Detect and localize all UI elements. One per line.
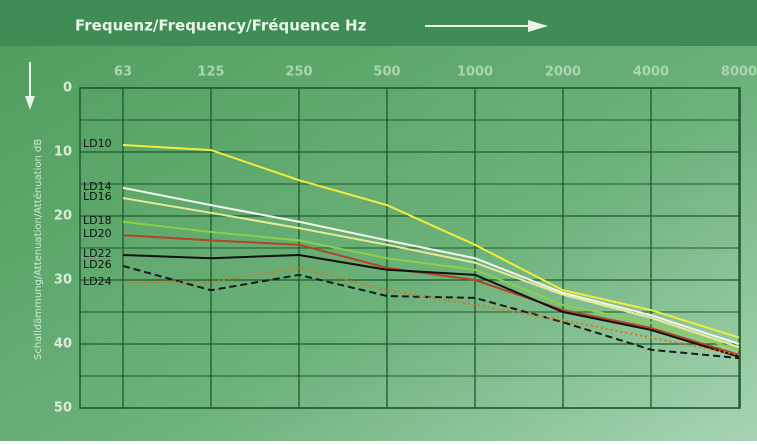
x-tick-label: 1000 [457,65,493,80]
series-label: LD16 [83,190,112,203]
x-tick-label: 125 [197,65,224,80]
x-tick-label: 4000 [633,65,669,80]
series-label: LD14 [83,180,112,193]
y-arrow [25,62,35,110]
y-tick-label: 50 [54,401,72,416]
series-label: LD22 [83,247,112,260]
x-tick-label: 63 [114,65,132,80]
y-tick-label: 40 [54,337,72,352]
x-tick-label: 500 [373,65,400,80]
header-band [0,0,757,46]
x-tick-label: 2000 [545,65,581,80]
series-label: LD20 [83,227,112,240]
series-line [122,254,740,358]
y-axis-label: Schalldämmung/Attenuation/Atténuation dB [32,139,44,360]
series-line [122,143,740,339]
series-label: LD24 [83,275,112,288]
series-label: LD18 [83,214,112,227]
series-line [122,220,740,351]
series-label: LD10 [83,137,112,150]
series-label: LD26 [83,258,112,271]
series-line [122,186,740,345]
series-line [122,234,740,356]
x-tick-label: 250 [285,65,312,80]
arrow [425,20,548,32]
y-tick-label: 10 [54,145,72,160]
y-tick-label: 30 [54,273,72,288]
series-line [122,266,740,356]
chart-title: Frequenz/Frequency/Fréquence Hz [75,17,367,35]
series-line [122,197,740,349]
x-tick-label: 8000 [721,65,757,80]
y-tick-label: 0 [63,81,72,96]
y-tick-label: 20 [54,209,72,224]
